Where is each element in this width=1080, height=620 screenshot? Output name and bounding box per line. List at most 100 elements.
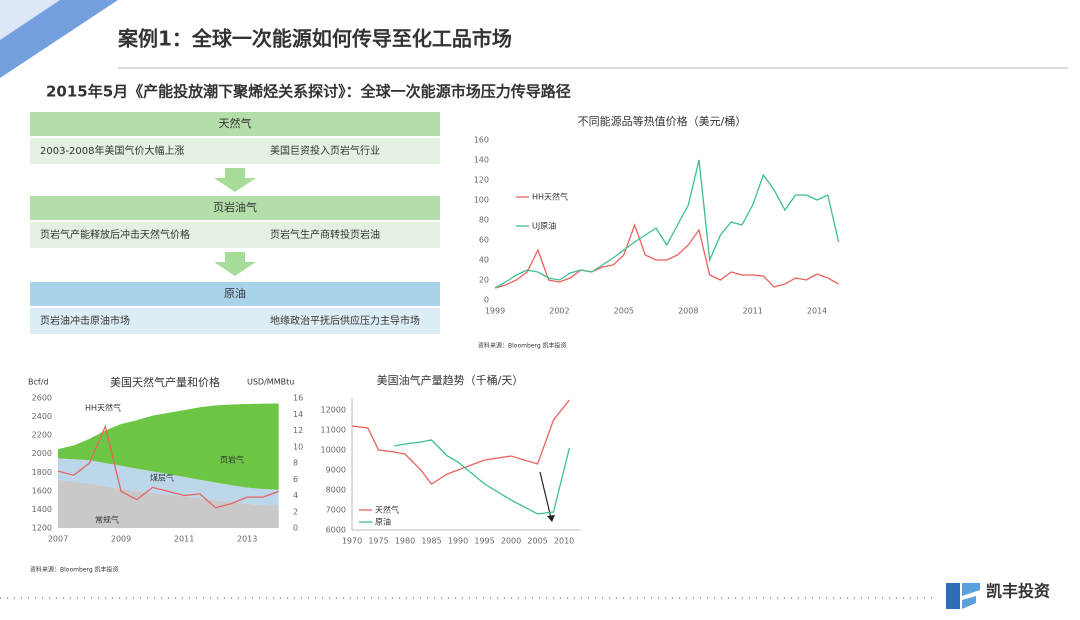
y-tick-label: 0 [484,296,489,305]
x-tick-label: 1995 [474,537,494,546]
legend-label: 页岩气 [220,455,244,465]
y2-tick-label: 14 [293,410,303,419]
y2-tick-label: 12 [293,426,303,435]
x-tick-label: 1985 [421,537,441,546]
legend-label: 煤层气 [150,473,174,483]
line [494,223,839,289]
legend-label: UJ原油 [532,221,556,231]
arrow-head [547,515,555,522]
x-tick-label: 2013 [237,535,257,544]
x-tick-label: 2014 [807,307,827,316]
y-tick-label: 20 [479,276,489,285]
x-tick-label: 1999 [485,307,505,316]
flow-header-bar [30,196,440,220]
logo-mark [962,596,976,609]
x-tick-label: 2009 [111,535,131,544]
logo: 凯丰投资 [946,582,1050,609]
chart-title: 不同能源品等热值价格（美元/桶） [578,114,747,128]
y-tick-label: 2600 [32,394,52,403]
y-tick-label: 12000 [321,406,346,415]
y-tick-label: 6000 [326,526,346,535]
legend-label: HH天然气 [532,192,568,202]
x-tick-label: 2011 [174,535,194,544]
flow-item: 页岩气生产商转投页岩油 [270,228,380,241]
x-tick-label: 2007 [48,535,68,544]
y-tick-label: 140 [474,156,489,165]
flow-header: 天然气 [219,116,252,130]
y2-axis-title: USD/MMBtu [247,378,294,387]
x-tick-label: 1980 [395,537,415,546]
y2-tick-label: 4 [293,491,298,500]
area [58,458,279,506]
y-tick-label: 1400 [32,505,52,514]
flow-header: 原油 [224,286,246,300]
corner-decoration [0,0,60,40]
y-tick-label: 100 [474,196,489,205]
subtitle: 2015年5月《产能投放潮下聚烯烃关系探讨》：全球一次能源市场压力传导路径 [46,83,571,101]
flow-header-bar [30,112,440,136]
flow-row [30,222,440,248]
flow-item: 地缘政治平抚后供应压力主导市场 [270,314,420,327]
x-tick-label: 2011 [742,307,762,316]
y2-tick-label: 10 [293,442,303,451]
flow-row [30,308,440,334]
x-tick-label: 1975 [368,537,388,546]
legend-label: 原油 [375,517,391,527]
line [57,424,279,509]
legend-label: HH天然气 [85,403,121,413]
chart-title: 美国油气产量趋势（千桶/天） [377,373,524,387]
y-axis-title: Bcf/d [28,378,48,387]
flow-item: 2003-2008年美国气价大幅上涨 [40,144,185,157]
y2-tick-label: 8 [293,459,298,468]
flow-arrow [214,252,256,276]
y-tick-label: 120 [474,176,489,185]
line [351,399,570,485]
flow-item: 页岩油冲击原油市场 [40,314,130,327]
legend-label: 常规气 [95,515,119,525]
y-tick-label: 10000 [321,446,346,455]
y-tick-label: 2400 [32,412,52,421]
logo-mark [962,583,980,596]
y-tick-label: 7000 [326,506,346,515]
y2-tick-label: 16 [293,394,303,403]
x-tick-label: 2002 [549,307,569,316]
x-tick-label: 2010 [554,537,574,546]
x-tick-label: 2000 [501,537,521,546]
y-tick-label: 1800 [32,468,52,477]
x-tick-label: 2008 [678,307,698,316]
line [394,439,571,515]
y-tick-label: 11000 [321,426,346,435]
flow-arrow [214,168,256,192]
logo-text: 凯丰投资 [986,582,1050,601]
line [494,159,840,289]
logo-mark [946,583,960,609]
x-tick-label: 1990 [448,537,468,546]
y-tick-label: 9000 [326,466,346,475]
y2-tick-label: 6 [293,475,298,484]
y-tick-label: 160 [474,136,489,145]
legend-label: 天然气 [375,505,399,515]
chart-title: 美国天然气产量和价格 [110,375,220,389]
area [58,479,279,528]
flow-item: 美国巨资投入页岩气行业 [270,144,380,157]
annotation-arrow [539,471,552,519]
y2-tick-label: 0 [293,524,298,533]
x-tick-label: 1970 [342,537,362,546]
flow-header-bar [30,282,440,306]
area [58,403,279,490]
x-tick-label: 2005 [527,537,547,546]
y-tick-label: 2200 [32,431,52,440]
x-tick-label: 2005 [614,307,634,316]
y-tick-label: 1200 [32,524,52,533]
flow-row [30,138,440,164]
y-tick-label: 8000 [326,486,346,495]
y-tick-label: 1600 [32,486,52,495]
slide-title: 案例1：全球一次能源如何传导至化工品市场 [117,27,512,51]
y-tick-label: 2000 [32,449,52,458]
source-note: 资料来源：Bloomberg 凯丰投资 [478,342,567,350]
y-tick-label: 60 [479,236,489,245]
flow-item: 页岩气产能释放后冲击天然气价格 [40,228,190,241]
y2-tick-label: 2 [293,507,298,516]
flow-header: 页岩油气 [213,200,257,214]
